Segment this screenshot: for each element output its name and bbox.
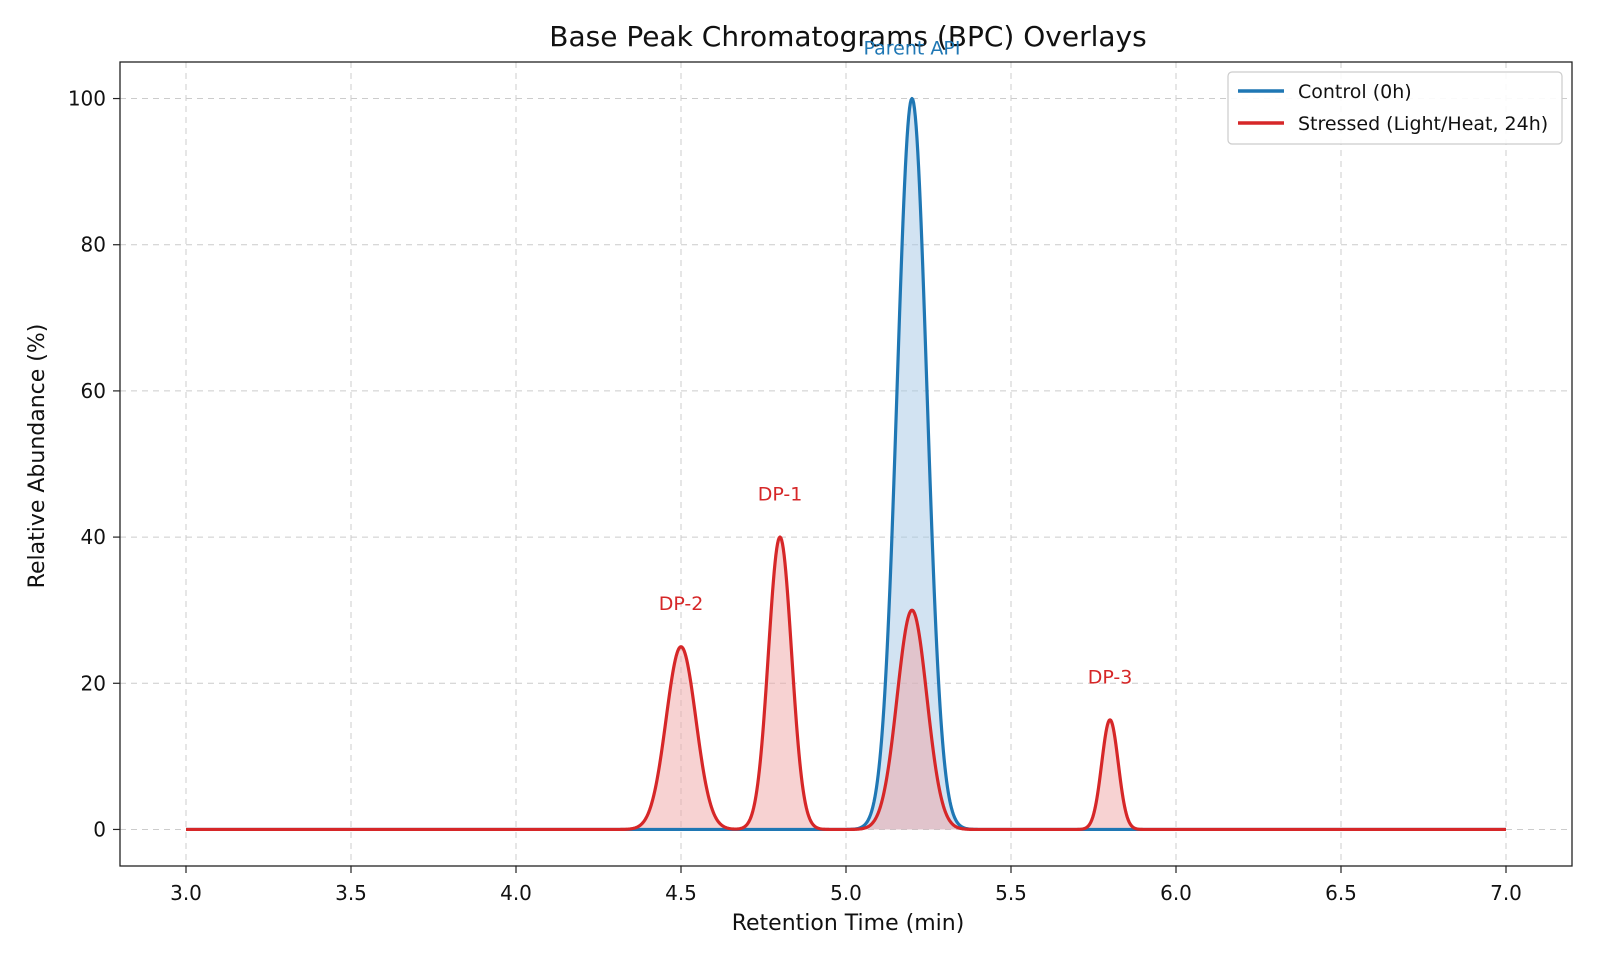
y-tick-label: 20 (81, 671, 106, 695)
chart-title: Base Peak Chromatograms (BPC) Overlays (549, 20, 1146, 53)
x-tick-label: 6.5 (1325, 881, 1357, 905)
y-tick-label: 40 (81, 525, 106, 549)
y-tick-label: 0 (93, 817, 106, 841)
x-tick-label: 4.5 (665, 881, 697, 905)
series-lines (185, 96, 1507, 832)
legend-label-stressed: Stressed (Light/Heat, 24h) (1298, 113, 1548, 135)
y-axis-label: Relative Abundance (%) (25, 324, 50, 589)
x-tick-label: 3.0 (170, 881, 202, 905)
x-tick-label: 6.0 (1160, 881, 1192, 905)
x-tick-label: 7.0 (1490, 881, 1522, 905)
peak-annotations: Parent API DP-1 DP-2 DP-3 (659, 38, 1133, 689)
x-tick-label: 4.0 (500, 881, 532, 905)
x-tick-label: 5.5 (995, 881, 1027, 905)
legend: Control (0h) Stressed (Light/Heat, 24h) (1227, 71, 1563, 145)
x-tick-label: 5.0 (830, 881, 862, 905)
annotation-dp-2: DP-2 (659, 593, 704, 615)
annotation-parent-api: Parent API (864, 38, 961, 60)
grid-lines (120, 62, 1572, 866)
annotation-dp-1: DP-1 (758, 484, 803, 506)
y-tick-label: 60 (81, 379, 106, 403)
x-axis-label: Retention Time (min) (732, 911, 965, 936)
y-tick-label: 80 (81, 233, 106, 257)
series-line-stressed (185, 535, 1507, 832)
x-tick-label: 3.5 (335, 881, 367, 905)
legend-box (1227, 71, 1563, 145)
annotation-dp-3: DP-3 (1088, 666, 1133, 688)
legend-label-control: Control (0h) (1298, 81, 1412, 103)
y-tick-label: 100 (68, 87, 106, 111)
axis-ticks: 3.0 3.5 4.0 4.5 5.0 5.5 6.0 6.5 7.0 0 20 40 60 80 100 (68, 87, 1522, 905)
